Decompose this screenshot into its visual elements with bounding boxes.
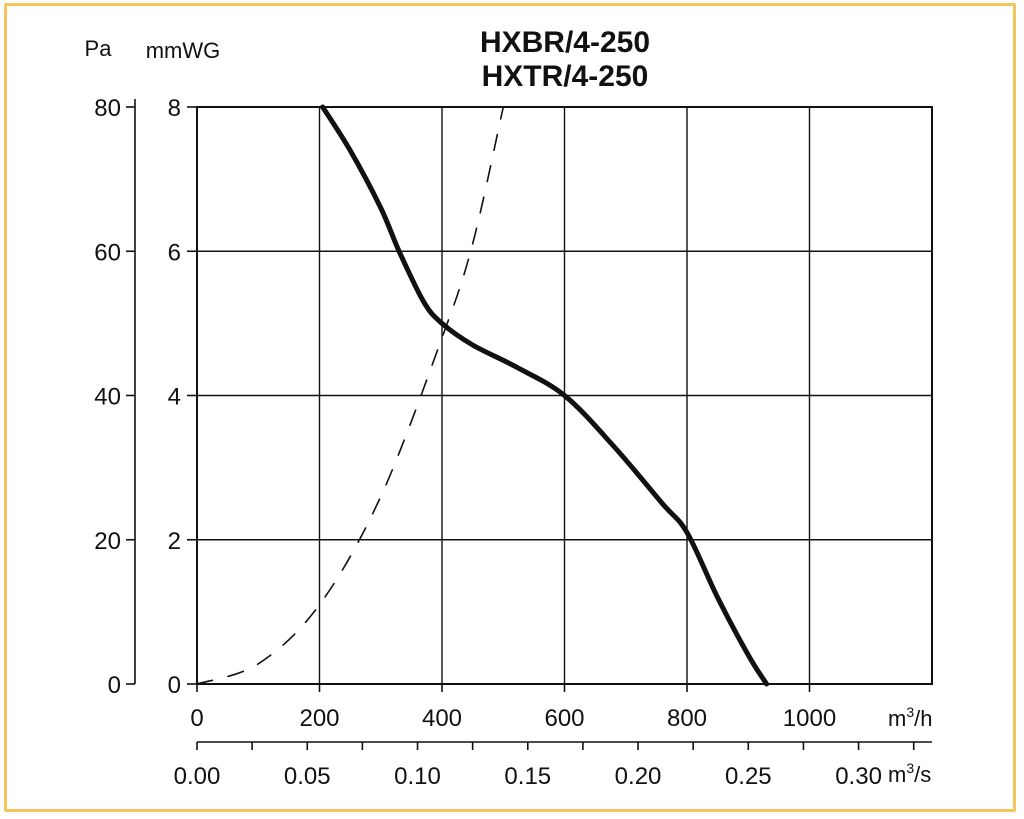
x-tick-label-m3s: 0.30 (835, 763, 882, 790)
x-tick-label-m3s: 0.00 (174, 763, 221, 790)
x-tick-label-m3h: 0 (190, 705, 203, 732)
y-tick-label-pa: 60 (94, 239, 121, 266)
chart-title-line-2: HXTR/4-250 (482, 60, 649, 93)
y-tick-label-pa: 20 (94, 528, 121, 555)
x-tick-label-m3s: 0.10 (394, 763, 441, 790)
x-tick-label-m3h: 600 (544, 705, 584, 732)
y-tick-label-mmwg: 6 (168, 239, 181, 266)
y-axis-mmwg-label: mmWG (146, 38, 221, 63)
fan-performance-curve (320, 104, 770, 687)
y-axis-pa-label: Pa (85, 36, 113, 61)
system-resistance-curve (196, 106, 505, 685)
x-tick-label-m3h: 200 (299, 705, 339, 732)
x-axis-m3h-label: m3/h (888, 704, 932, 731)
x-axis-m3s-label: m3/s (888, 760, 931, 787)
y-tick-label-mmwg: 2 (168, 528, 181, 555)
y-tick-label-pa: 40 (94, 384, 121, 411)
x-tick-label-m3h: 1000 (783, 705, 836, 732)
x-tick-label-m3s: 0.15 (504, 763, 551, 790)
chart-title-line-1: HXBR/4-250 (480, 26, 650, 59)
x-tick-label-m3s: 0.05 (284, 763, 331, 790)
x-tick-label-m3s: 0.20 (615, 763, 662, 790)
y-tick-label-mmwg: 0 (168, 672, 181, 699)
x-tick-label-m3s: 0.25 (725, 763, 772, 790)
y-tick-label-mmwg: 4 (168, 384, 181, 411)
x-tick-label-m3h: 800 (667, 705, 707, 732)
y-tick-label-mmwg: 8 (168, 95, 181, 122)
y-tick-label-pa: 0 (108, 672, 121, 699)
y-tick-label-pa: 80 (94, 95, 121, 122)
chart-frame (4, 3, 1016, 812)
x-tick-label-m3h: 400 (422, 705, 462, 732)
